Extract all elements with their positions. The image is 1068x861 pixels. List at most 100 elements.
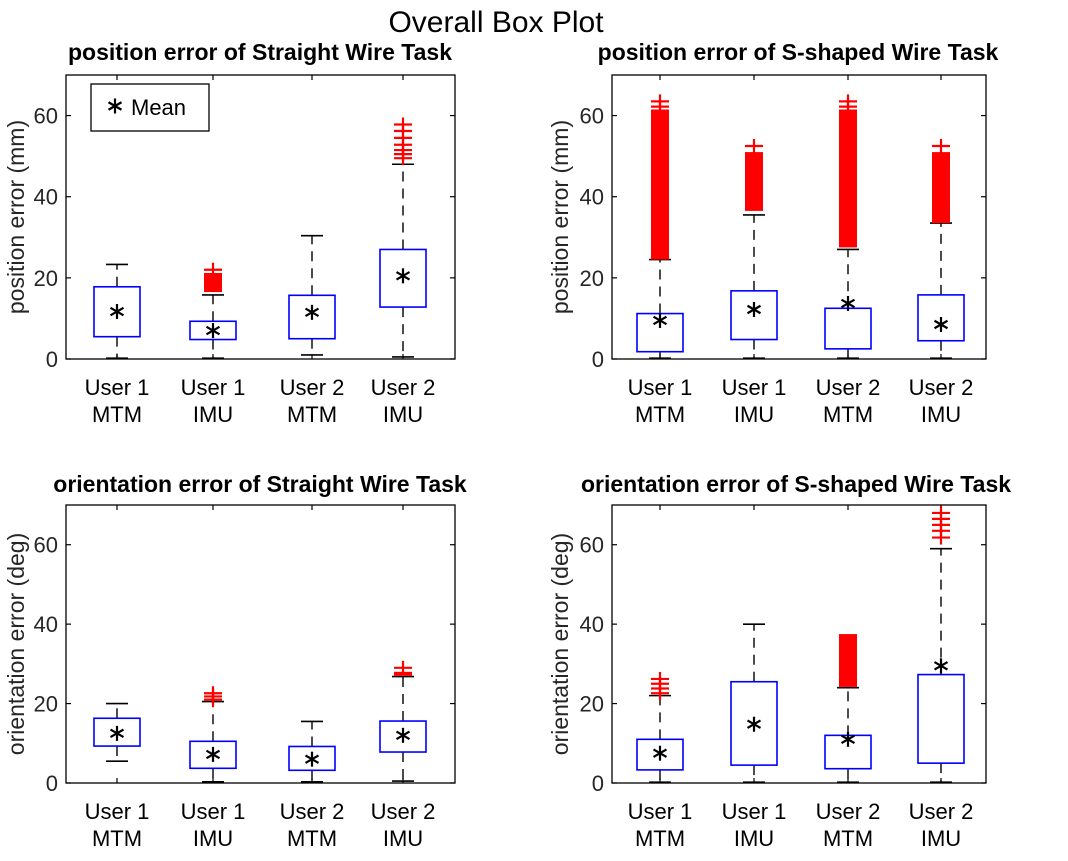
y-tick-label: 60: [580, 533, 604, 558]
panels: position error of Straight Wire Task 0 20 4…: [3, 39, 1011, 851]
box-4: [917, 139, 965, 359]
x-tick-label: User 2: [909, 799, 974, 824]
box-4: [379, 660, 427, 782]
x-tick-label: User 2: [371, 799, 436, 824]
x-tick-label: IMU: [193, 402, 233, 427]
legend-mean-icon-stroke: [107, 101, 123, 111]
outlier-point: [839, 94, 857, 109]
outlier-point: [745, 139, 763, 153]
y-tick-label: 40: [580, 612, 604, 637]
x-tick-label: User 2: [280, 375, 345, 400]
mean-marker-stroke: [840, 298, 856, 309]
box-iqr: [730, 290, 778, 341]
mean-marker: [205, 323, 221, 339]
y-tick-label: 0: [592, 347, 604, 372]
box-2: [730, 139, 778, 359]
mean-marker-stroke: [933, 319, 949, 330]
axes-frame: [65, 74, 456, 360]
mean-marker: [395, 268, 411, 284]
x-tick-label: IMU: [193, 826, 233, 851]
mean-marker: [746, 302, 762, 318]
box-4: [379, 117, 427, 358]
outlier-point: [204, 686, 222, 701]
mean-marker: [840, 731, 856, 747]
x-tick-label: MTM: [287, 402, 337, 427]
mean-marker: [652, 745, 668, 761]
outlier-point: [651, 671, 669, 686]
mean-marker: [109, 304, 125, 320]
x-tick-label: User 2: [816, 799, 881, 824]
mean-marker-stroke: [652, 315, 668, 326]
y-tick-label: 60: [580, 104, 604, 129]
outlier-point: [839, 658, 857, 673]
y-axis-label: orientation error (deg): [547, 533, 573, 755]
outlier-point: [204, 262, 222, 277]
box-1: [636, 671, 684, 784]
outlier-point: [394, 117, 412, 132]
box-1: [636, 94, 684, 359]
x-tick-label: User 1: [85, 375, 150, 400]
x-tick-label: IMU: [734, 402, 774, 427]
panel-title: orientation error of S-shaped Wire Task: [581, 471, 1011, 497]
box-3: [824, 94, 872, 359]
mean-marker-stroke: [746, 719, 762, 729]
panel-4: orientation error of S-shaped Wire Task 0…: [547, 471, 1011, 851]
x-tick-label: IMU: [921, 826, 961, 851]
outlier-cluster: [204, 272, 222, 293]
outlier-cluster: [932, 152, 950, 224]
x-tick-label: User 1: [628, 375, 693, 400]
y-tick-label: 60: [34, 104, 58, 129]
y-tick-label: 40: [580, 185, 604, 210]
box-iqr: [636, 312, 684, 353]
mean-marker-stroke: [109, 728, 125, 739]
mean-marker-stroke: [395, 730, 411, 741]
axes-frame: [611, 74, 987, 360]
y-axis-label: position error (mm): [547, 120, 573, 314]
y-tick-label: 20: [34, 692, 58, 717]
x-tick-label: User 2: [816, 375, 881, 400]
box-3: [824, 634, 872, 784]
y-tick-label: 60: [34, 533, 58, 558]
x-tick-label: IMU: [734, 826, 774, 851]
outlier-point: [651, 94, 669, 109]
mean-marker: [933, 658, 949, 674]
mean-marker: [652, 312, 668, 328]
x-tick-label: User 1: [628, 799, 693, 824]
x-tick-label: MTM: [635, 826, 685, 851]
y-tick-label: 20: [580, 692, 604, 717]
box-2: [189, 262, 237, 359]
mean-marker: [109, 725, 125, 741]
x-tick-label: User 2: [909, 375, 974, 400]
axes-frame: [611, 504, 987, 784]
x-tick-label: User 1: [85, 799, 150, 824]
x-tick-label: User 1: [181, 799, 246, 824]
mean-marker-stroke: [840, 734, 856, 745]
x-tick-label: IMU: [921, 402, 961, 427]
panel-title: position error of Straight Wire Task: [68, 39, 452, 65]
panel-3: orientation error of Straight Wire Task 0…: [3, 471, 467, 851]
y-tick-label: 20: [580, 266, 604, 291]
outlier-point: [932, 505, 950, 520]
panel-1: position error of Straight Wire Task 0 20 4…: [3, 39, 456, 427]
mean-marker-stroke: [109, 306, 125, 317]
box-2: [730, 623, 778, 784]
mean-marker-stroke: [652, 748, 668, 758]
x-tick-label: User 1: [181, 375, 246, 400]
x-tick-label: User 2: [371, 375, 436, 400]
x-tick-label: MTM: [635, 402, 685, 427]
mean-marker-stroke: [304, 307, 320, 318]
y-tick-label: 40: [34, 612, 58, 637]
x-tick-label: MTM: [92, 402, 142, 427]
box-iqr: [917, 673, 965, 764]
axes-frame: [65, 504, 456, 784]
x-tick-label: User 1: [722, 799, 787, 824]
box-1: [93, 702, 141, 762]
box-1: [93, 263, 141, 359]
figure-title: Overall Box Plot: [388, 6, 604, 39]
mean-marker: [746, 716, 762, 732]
mean-marker: [205, 746, 221, 762]
legend: Mean: [90, 83, 210, 132]
y-tick-label: 40: [34, 185, 58, 210]
y-axis-label: position error (mm): [3, 120, 29, 314]
